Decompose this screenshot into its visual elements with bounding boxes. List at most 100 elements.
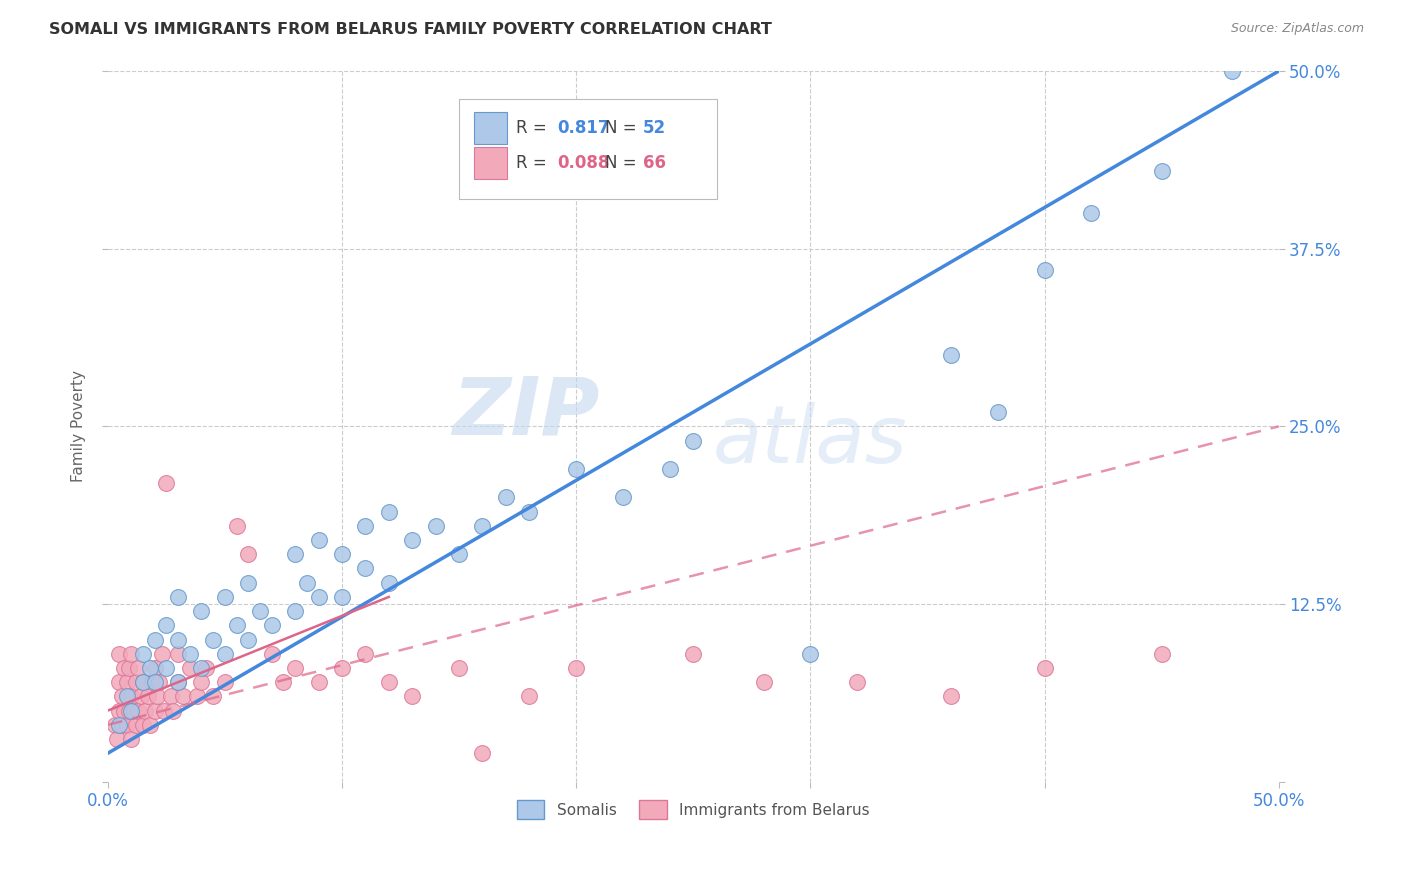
Point [682,434,704,448]
Point [987,405,1010,419]
Y-axis label: Family Poverty: Family Poverty [72,370,86,483]
Point [495,491,517,505]
Point [214,647,236,661]
Point [517,505,540,519]
Point [1080,206,1102,220]
Point [129,690,152,704]
Point [752,675,775,690]
Point [249,604,271,618]
Point [153,704,176,718]
Point [1033,661,1056,675]
Point [143,675,166,690]
Point [134,704,156,718]
Point [354,519,377,533]
Point [132,647,155,661]
Point [295,575,318,590]
Point [565,661,588,675]
Point [108,647,131,661]
Point [112,661,135,675]
Point [120,732,142,747]
Point [108,704,131,718]
Point [401,533,423,547]
Point [273,675,295,690]
Point [260,618,283,632]
Point [225,618,247,632]
Point [118,661,141,675]
Point [939,690,962,704]
Point [118,704,141,718]
Point [105,732,128,747]
Point [471,519,494,533]
Point [162,704,184,718]
Point [202,632,225,647]
Text: N =: N = [606,154,643,172]
Point [1150,647,1173,661]
Point [148,675,170,690]
Point [225,519,247,533]
Point [565,462,588,476]
Point [167,675,190,690]
Point [214,675,236,690]
Point [120,704,142,718]
Point [195,661,218,675]
Text: 52: 52 [643,119,666,136]
Point [190,661,212,675]
Point [401,690,423,704]
Point [160,690,183,704]
Point [139,661,162,675]
Point [167,675,190,690]
Point [471,746,494,760]
Point [143,661,166,675]
Point [111,718,134,732]
Point [132,675,155,690]
Point [115,675,138,690]
Text: R =: R = [516,154,553,172]
Point [167,590,190,604]
Text: 0.088: 0.088 [557,154,610,172]
Point [125,675,148,690]
Point [190,675,212,690]
Bar [474,147,508,179]
Text: 0.817: 0.817 [557,119,610,136]
Point [1150,163,1173,178]
Point [139,718,162,732]
Point [846,675,869,690]
Point [284,547,307,561]
Point [238,575,260,590]
Text: ZIP: ZIP [453,373,599,451]
Point [125,718,148,732]
Point [214,590,236,604]
Point [449,661,471,675]
Point [1033,263,1056,277]
Text: 66: 66 [643,154,666,172]
Text: R =: R = [516,119,553,136]
Point [141,675,163,690]
Point [517,690,540,704]
Point [179,647,201,661]
Point [108,718,131,732]
Point [132,675,155,690]
Point [115,718,138,732]
Point [378,675,401,690]
Point [939,348,962,362]
Point [155,476,177,491]
Point [172,690,194,704]
Point [330,661,353,675]
Point [143,704,166,718]
Point [284,661,307,675]
Legend: Somalis, Immigrants from Belarus: Somalis, Immigrants from Belarus [510,795,876,825]
Text: Source: ZipAtlas.com: Source: ZipAtlas.com [1230,22,1364,36]
Point [104,718,127,732]
Text: atlas: atlas [713,401,908,480]
Point [238,632,260,647]
Point [111,690,134,704]
Point [238,547,260,561]
Point [1220,64,1243,78]
Point [155,618,177,632]
Point [612,491,634,505]
Point [122,704,145,718]
Point [108,675,131,690]
Point [155,661,177,675]
Point [115,690,138,704]
Point [136,690,159,704]
